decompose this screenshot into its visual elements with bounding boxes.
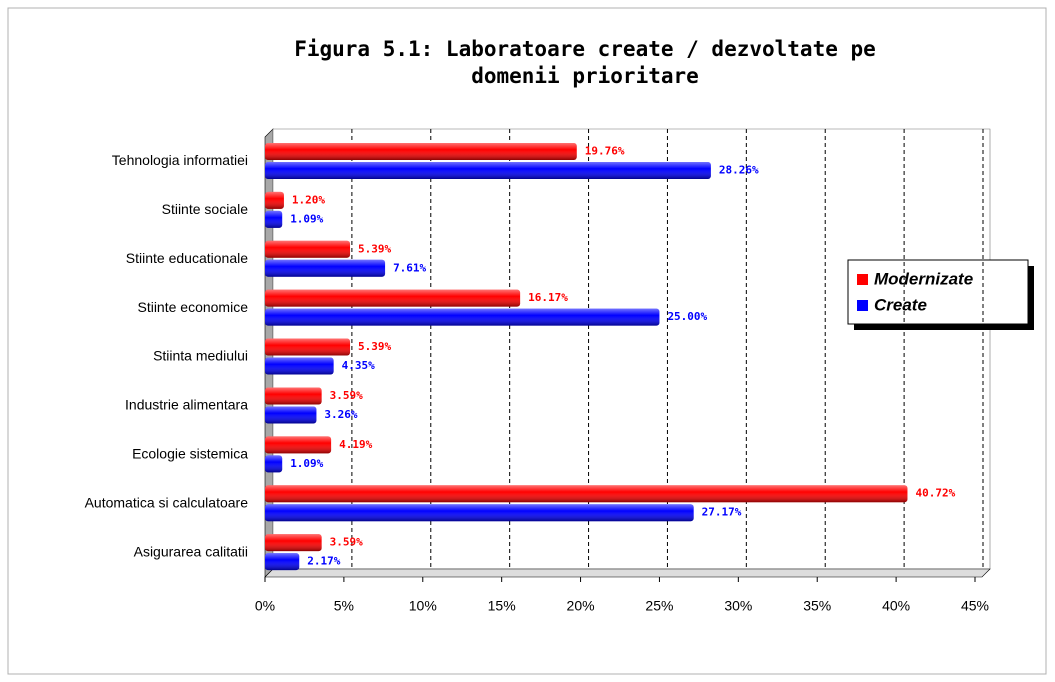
bar-group — [265, 436, 332, 454]
value-label: 7.61% — [393, 261, 426, 274]
value-label: 2.17% — [307, 555, 340, 568]
bar-group — [265, 387, 322, 405]
value-label: 40.72% — [915, 487, 955, 500]
value-label: 1.20% — [292, 193, 325, 206]
bar-group — [265, 210, 283, 228]
floor — [264, 568, 991, 578]
bar-shade — [265, 534, 322, 552]
value-label: 28.26% — [719, 164, 759, 177]
value-label: 1.09% — [290, 457, 323, 470]
bar-group — [265, 308, 660, 326]
bar-shade — [265, 406, 317, 424]
legend-swatch — [857, 300, 868, 311]
bar-shade — [265, 210, 283, 228]
x-tick-label: 40% — [882, 598, 910, 614]
bar-group — [265, 504, 694, 522]
bar-group — [265, 357, 334, 375]
value-label: 27.17% — [702, 506, 742, 519]
bar-shade — [265, 455, 283, 473]
value-label: 3.59% — [330, 536, 363, 549]
legend-label: Create — [874, 295, 927, 314]
value-label: 4.35% — [342, 359, 375, 372]
value-label: 16.17% — [528, 291, 568, 304]
bar-shade — [265, 338, 351, 356]
bar-shade — [265, 259, 386, 277]
x-tick-label: 0% — [255, 598, 275, 614]
chart-title: Figura 5.1: Laboratoare create / dezvolt… — [294, 37, 876, 88]
x-tick-label: 20% — [567, 598, 595, 614]
y-tick-label: Tehnologia informatiei — [112, 152, 248, 168]
bar-group — [265, 162, 711, 179]
bar-shade — [265, 240, 351, 258]
bar-group — [265, 553, 300, 571]
bar-shade — [265, 436, 332, 454]
bar-group — [265, 289, 521, 307]
value-label: 5.39% — [358, 242, 391, 255]
value-label: 19.76% — [585, 145, 625, 158]
bar-group — [265, 485, 908, 503]
bar-group — [265, 259, 386, 277]
y-tick-label: Ecologie sistemica — [132, 445, 248, 461]
bar-shade — [265, 357, 334, 375]
legend-box — [847, 259, 1029, 325]
bar-shade — [265, 143, 577, 160]
y-tick-label: Automatica si calculatoare — [85, 494, 249, 510]
value-label: 1.09% — [290, 212, 323, 225]
bar-group — [265, 240, 351, 258]
bar-shade — [265, 308, 660, 326]
x-tick-label: 35% — [803, 598, 831, 614]
x-tick-label: 10% — [409, 598, 437, 614]
bar-group — [265, 338, 351, 356]
value-label: 5.39% — [358, 340, 391, 353]
y-tick-label: Stiinte educationale — [126, 250, 248, 266]
legend-swatch — [857, 274, 868, 285]
y-tick-label: Stiinte sociale — [162, 201, 249, 217]
bar-group — [265, 455, 283, 473]
bar-group — [265, 534, 322, 552]
bar-shade — [265, 485, 908, 503]
value-label: 25.00% — [667, 310, 707, 323]
bar-shade — [265, 387, 322, 405]
value-label: 3.26% — [324, 408, 357, 421]
y-tick-label: Stiinte economice — [137, 299, 248, 315]
value-label: 4.19% — [339, 438, 372, 451]
legend-label: Modernizate — [874, 269, 973, 288]
bar-group — [265, 191, 284, 209]
bar-shade — [265, 504, 694, 522]
bar-shade — [265, 162, 711, 179]
bar-shade — [265, 191, 284, 209]
y-tick-label: Asigurarea calitatii — [134, 543, 248, 559]
x-tick-label: 25% — [645, 598, 673, 614]
value-label: 3.59% — [330, 389, 363, 402]
bar-shade — [265, 289, 521, 307]
y-tick-label: Industrie alimentara — [125, 397, 248, 413]
bar-group — [265, 143, 577, 160]
y-tick-label: Stiinta mediului — [153, 348, 248, 364]
x-tick-label: 15% — [488, 598, 516, 614]
bar-shade — [265, 553, 300, 571]
bar-group — [265, 406, 317, 424]
x-tick-label: 30% — [724, 598, 752, 614]
x-tick-label: 5% — [334, 598, 354, 614]
x-tick-label: 45% — [961, 598, 989, 614]
